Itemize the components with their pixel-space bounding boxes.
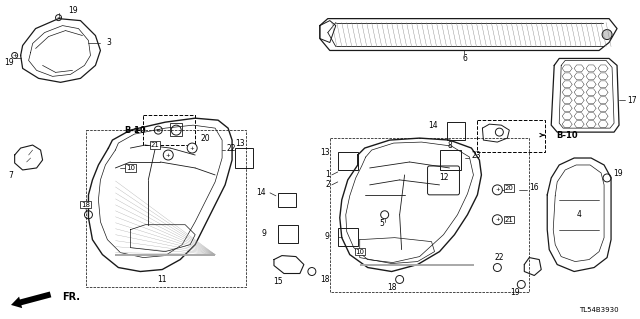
Text: 21: 21 xyxy=(151,142,160,148)
Text: 19: 19 xyxy=(613,169,623,178)
Circle shape xyxy=(163,150,173,160)
Circle shape xyxy=(602,30,612,40)
Text: 8: 8 xyxy=(447,141,452,150)
Circle shape xyxy=(187,143,197,153)
Text: 1: 1 xyxy=(325,170,330,179)
Text: 16: 16 xyxy=(529,183,539,192)
Text: o: o xyxy=(157,128,160,133)
Text: +: + xyxy=(495,217,500,222)
Text: 2: 2 xyxy=(325,180,330,189)
Bar xyxy=(143,115,195,145)
Text: 14: 14 xyxy=(428,121,438,130)
Text: 13: 13 xyxy=(320,147,330,157)
Circle shape xyxy=(154,126,163,134)
Text: 5: 5 xyxy=(380,219,384,228)
Circle shape xyxy=(56,15,61,21)
Text: 10: 10 xyxy=(126,165,135,171)
FancyArrow shape xyxy=(11,292,51,308)
Text: 17: 17 xyxy=(627,96,637,105)
Text: 21: 21 xyxy=(505,217,514,223)
Circle shape xyxy=(12,52,18,58)
Circle shape xyxy=(381,211,388,219)
Text: 14: 14 xyxy=(257,188,266,197)
Text: 23: 23 xyxy=(472,151,481,160)
Text: +: + xyxy=(495,187,500,192)
Bar xyxy=(170,123,182,136)
Text: TL54B3930: TL54B3930 xyxy=(579,307,619,313)
Text: 20: 20 xyxy=(505,185,514,191)
Text: 12: 12 xyxy=(439,174,448,182)
Circle shape xyxy=(603,174,611,182)
Circle shape xyxy=(517,280,525,288)
Bar xyxy=(338,152,358,170)
Circle shape xyxy=(493,263,501,271)
Circle shape xyxy=(492,185,502,195)
Text: 11: 11 xyxy=(157,275,167,284)
Text: 4: 4 xyxy=(577,210,582,219)
Bar xyxy=(440,150,461,170)
Text: 9: 9 xyxy=(325,232,330,241)
Text: B-10: B-10 xyxy=(556,130,578,140)
Text: 3: 3 xyxy=(106,38,111,47)
Bar xyxy=(278,225,298,243)
Circle shape xyxy=(396,276,404,284)
Circle shape xyxy=(308,268,316,276)
Text: FR.: FR. xyxy=(63,293,81,302)
Text: 7: 7 xyxy=(8,171,13,181)
Text: 9: 9 xyxy=(261,229,266,238)
Text: 19: 19 xyxy=(68,6,78,15)
Text: 20: 20 xyxy=(200,134,210,143)
Text: 19: 19 xyxy=(4,58,13,67)
Text: +: + xyxy=(190,145,195,151)
Text: 6: 6 xyxy=(462,54,467,63)
Bar xyxy=(477,120,545,152)
Bar xyxy=(235,148,253,168)
Text: 13: 13 xyxy=(236,138,245,148)
Text: 18: 18 xyxy=(320,275,330,284)
Text: 19: 19 xyxy=(511,288,520,297)
Text: 22: 22 xyxy=(226,144,236,152)
Bar xyxy=(330,138,529,293)
Text: +: + xyxy=(12,53,17,58)
Bar xyxy=(338,228,358,246)
Text: +: + xyxy=(56,15,61,20)
Text: 18: 18 xyxy=(81,202,90,208)
Text: +: + xyxy=(166,152,171,158)
Text: 10: 10 xyxy=(355,249,364,255)
Circle shape xyxy=(84,211,92,219)
Text: 15: 15 xyxy=(273,277,283,286)
Text: B-10: B-10 xyxy=(124,126,146,135)
Bar xyxy=(278,193,296,207)
Text: 22: 22 xyxy=(495,253,504,262)
Circle shape xyxy=(172,125,181,135)
Circle shape xyxy=(495,128,503,136)
Bar xyxy=(86,130,246,287)
Text: 18: 18 xyxy=(387,283,396,292)
Bar xyxy=(447,122,465,140)
Circle shape xyxy=(492,215,502,225)
